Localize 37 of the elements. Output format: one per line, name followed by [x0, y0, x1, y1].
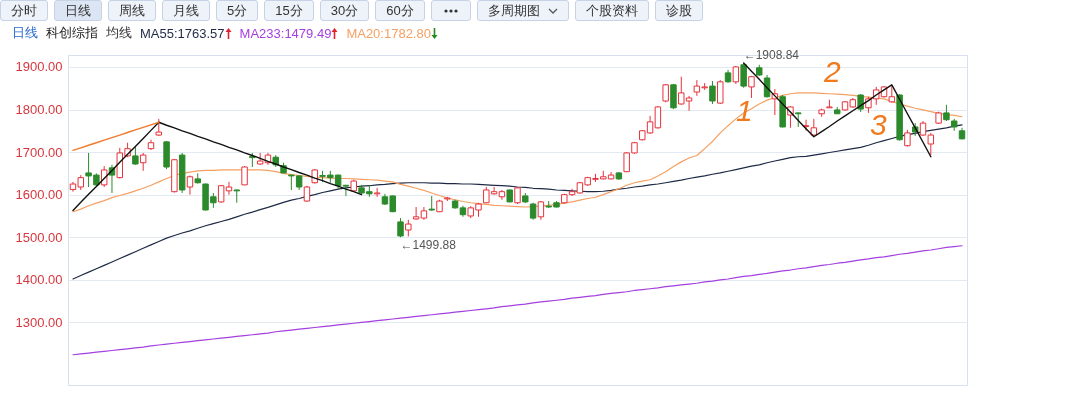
y-tick-label: 1900.00 — [15, 59, 63, 75]
chart-title: 科创综指 — [46, 24, 98, 42]
text: MA55:1763.57 — [140, 25, 225, 41]
text: 分时 — [11, 1, 37, 20]
text: 日线 — [12, 24, 38, 42]
candlestick — [373, 187, 381, 198]
candlestick — [670, 83, 677, 110]
annotation: 2 — [824, 55, 841, 88]
candlestick — [709, 80, 716, 105]
y-tick-label: 1800.00 — [15, 102, 63, 117]
text: 15分 — [275, 1, 303, 20]
annotation: 3 — [870, 108, 887, 141]
text: 日线 — [65, 1, 91, 20]
candlestick — [537, 200, 545, 221]
text: 30分 — [330, 1, 359, 20]
candlestick — [233, 189, 240, 204]
y-tick-label: 1600.00 — [15, 187, 63, 203]
annotation: ←1908.84 — [743, 48, 800, 63]
text: 均线 — [106, 24, 132, 42]
y-tick-label: 1400.00 — [15, 272, 63, 288]
y-tick-label: 1700.00 — [15, 144, 63, 160]
y-tick-label: 1500.00 — [15, 229, 63, 245]
text: 5分 — [227, 1, 248, 20]
text: MA233:1479.49 — [239, 25, 332, 41]
candlestick — [241, 165, 248, 186]
annotation: ←1499.88 — [400, 238, 457, 253]
text: 月线 — [173, 1, 199, 20]
text: 个股资料 — [585, 1, 638, 20]
text: 60分 — [386, 1, 414, 20]
text: MA20:1782.80 — [346, 25, 431, 41]
text: 诊股 — [665, 1, 692, 20]
candlestick — [740, 62, 747, 89]
text: 多周期图 — [487, 1, 540, 20]
candlestick — [717, 79, 724, 105]
y-tick-label: 1300.00 — [15, 314, 63, 330]
line-series — [72, 121, 160, 152]
text: 周线 — [119, 1, 145, 20]
